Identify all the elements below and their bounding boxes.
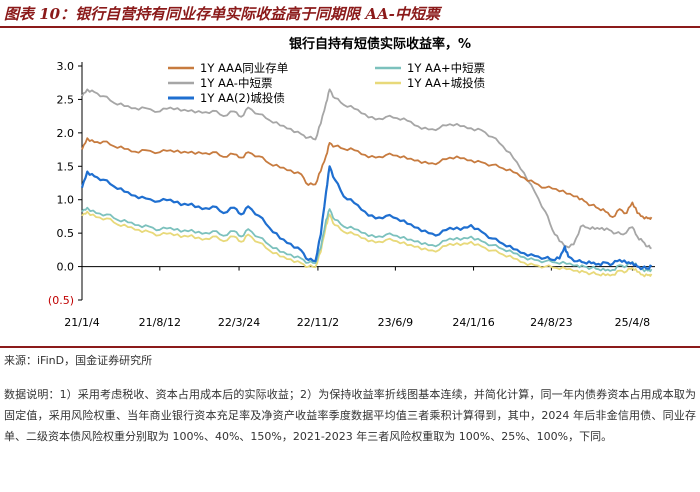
- figure-title: 图表 10：银行自营持有同业存单实际收益高于同期限 AA-中短票: [4, 5, 440, 23]
- chart-title: 银行自持有短债实际收益率，%: [289, 36, 471, 52]
- series-line-2: [81, 88, 652, 250]
- data-note: 数据说明：1）采用考虑税收、资本占用成本后的实际收益；2）为保持收益率折线图基本…: [4, 388, 696, 443]
- y-tick-label: 1.5: [57, 160, 75, 173]
- chart-axes: 3.0 2.5 2.0 1.5 1.0 0.5 0.0 (0.5) 21/1/4 21/8/12 2…: [48, 60, 655, 329]
- legend-label: 1Y AA(2)城投债: [200, 91, 285, 105]
- legend-label: 1Y AA-中短票: [200, 76, 272, 90]
- y-tick-label: 1.0: [57, 194, 75, 207]
- x-tick-label: 24/1/16: [452, 316, 494, 329]
- source-note: 来源：iFinD，国金证券研究所: [4, 354, 153, 367]
- x-tick-label: 21/8/12: [139, 316, 181, 329]
- title-divider: [0, 26, 700, 28]
- x-tick-label: 21/1/4: [64, 316, 99, 329]
- figure-header: 图表 10：银行自营持有同业存单实际收益高于同期限 AA-中短票: [0, 0, 700, 28]
- series-line-3: [81, 210, 653, 278]
- series-line-0: [81, 137, 653, 220]
- chart-series: [80, 88, 653, 278]
- x-tick-label: 23/6/9: [378, 316, 413, 329]
- series-line-4: [80, 165, 653, 271]
- y-tick-label: 3.0: [57, 60, 75, 73]
- x-tick-label: 22/11/2: [297, 316, 339, 329]
- x-tick-label: 25/4/8: [615, 316, 650, 329]
- series-line-1: [81, 206, 653, 273]
- legend-label: 1Y AA+城投债: [407, 76, 485, 90]
- y-tick-label: 2.0: [57, 127, 75, 140]
- y-tick-label: 2.5: [57, 93, 75, 106]
- x-tick-label: 22/3/24: [218, 316, 260, 329]
- legend-label: 1Y AA+中短票: [407, 61, 485, 75]
- bottom-divider: [0, 346, 700, 348]
- y-tick-label: 0.5: [57, 227, 75, 240]
- x-tick-label: 24/8/23: [530, 316, 572, 329]
- y-tick-label: (0.5): [48, 294, 74, 307]
- legend-label: 1Y AAA同业存单: [200, 61, 288, 75]
- y-tick-label: 0.0: [57, 261, 75, 274]
